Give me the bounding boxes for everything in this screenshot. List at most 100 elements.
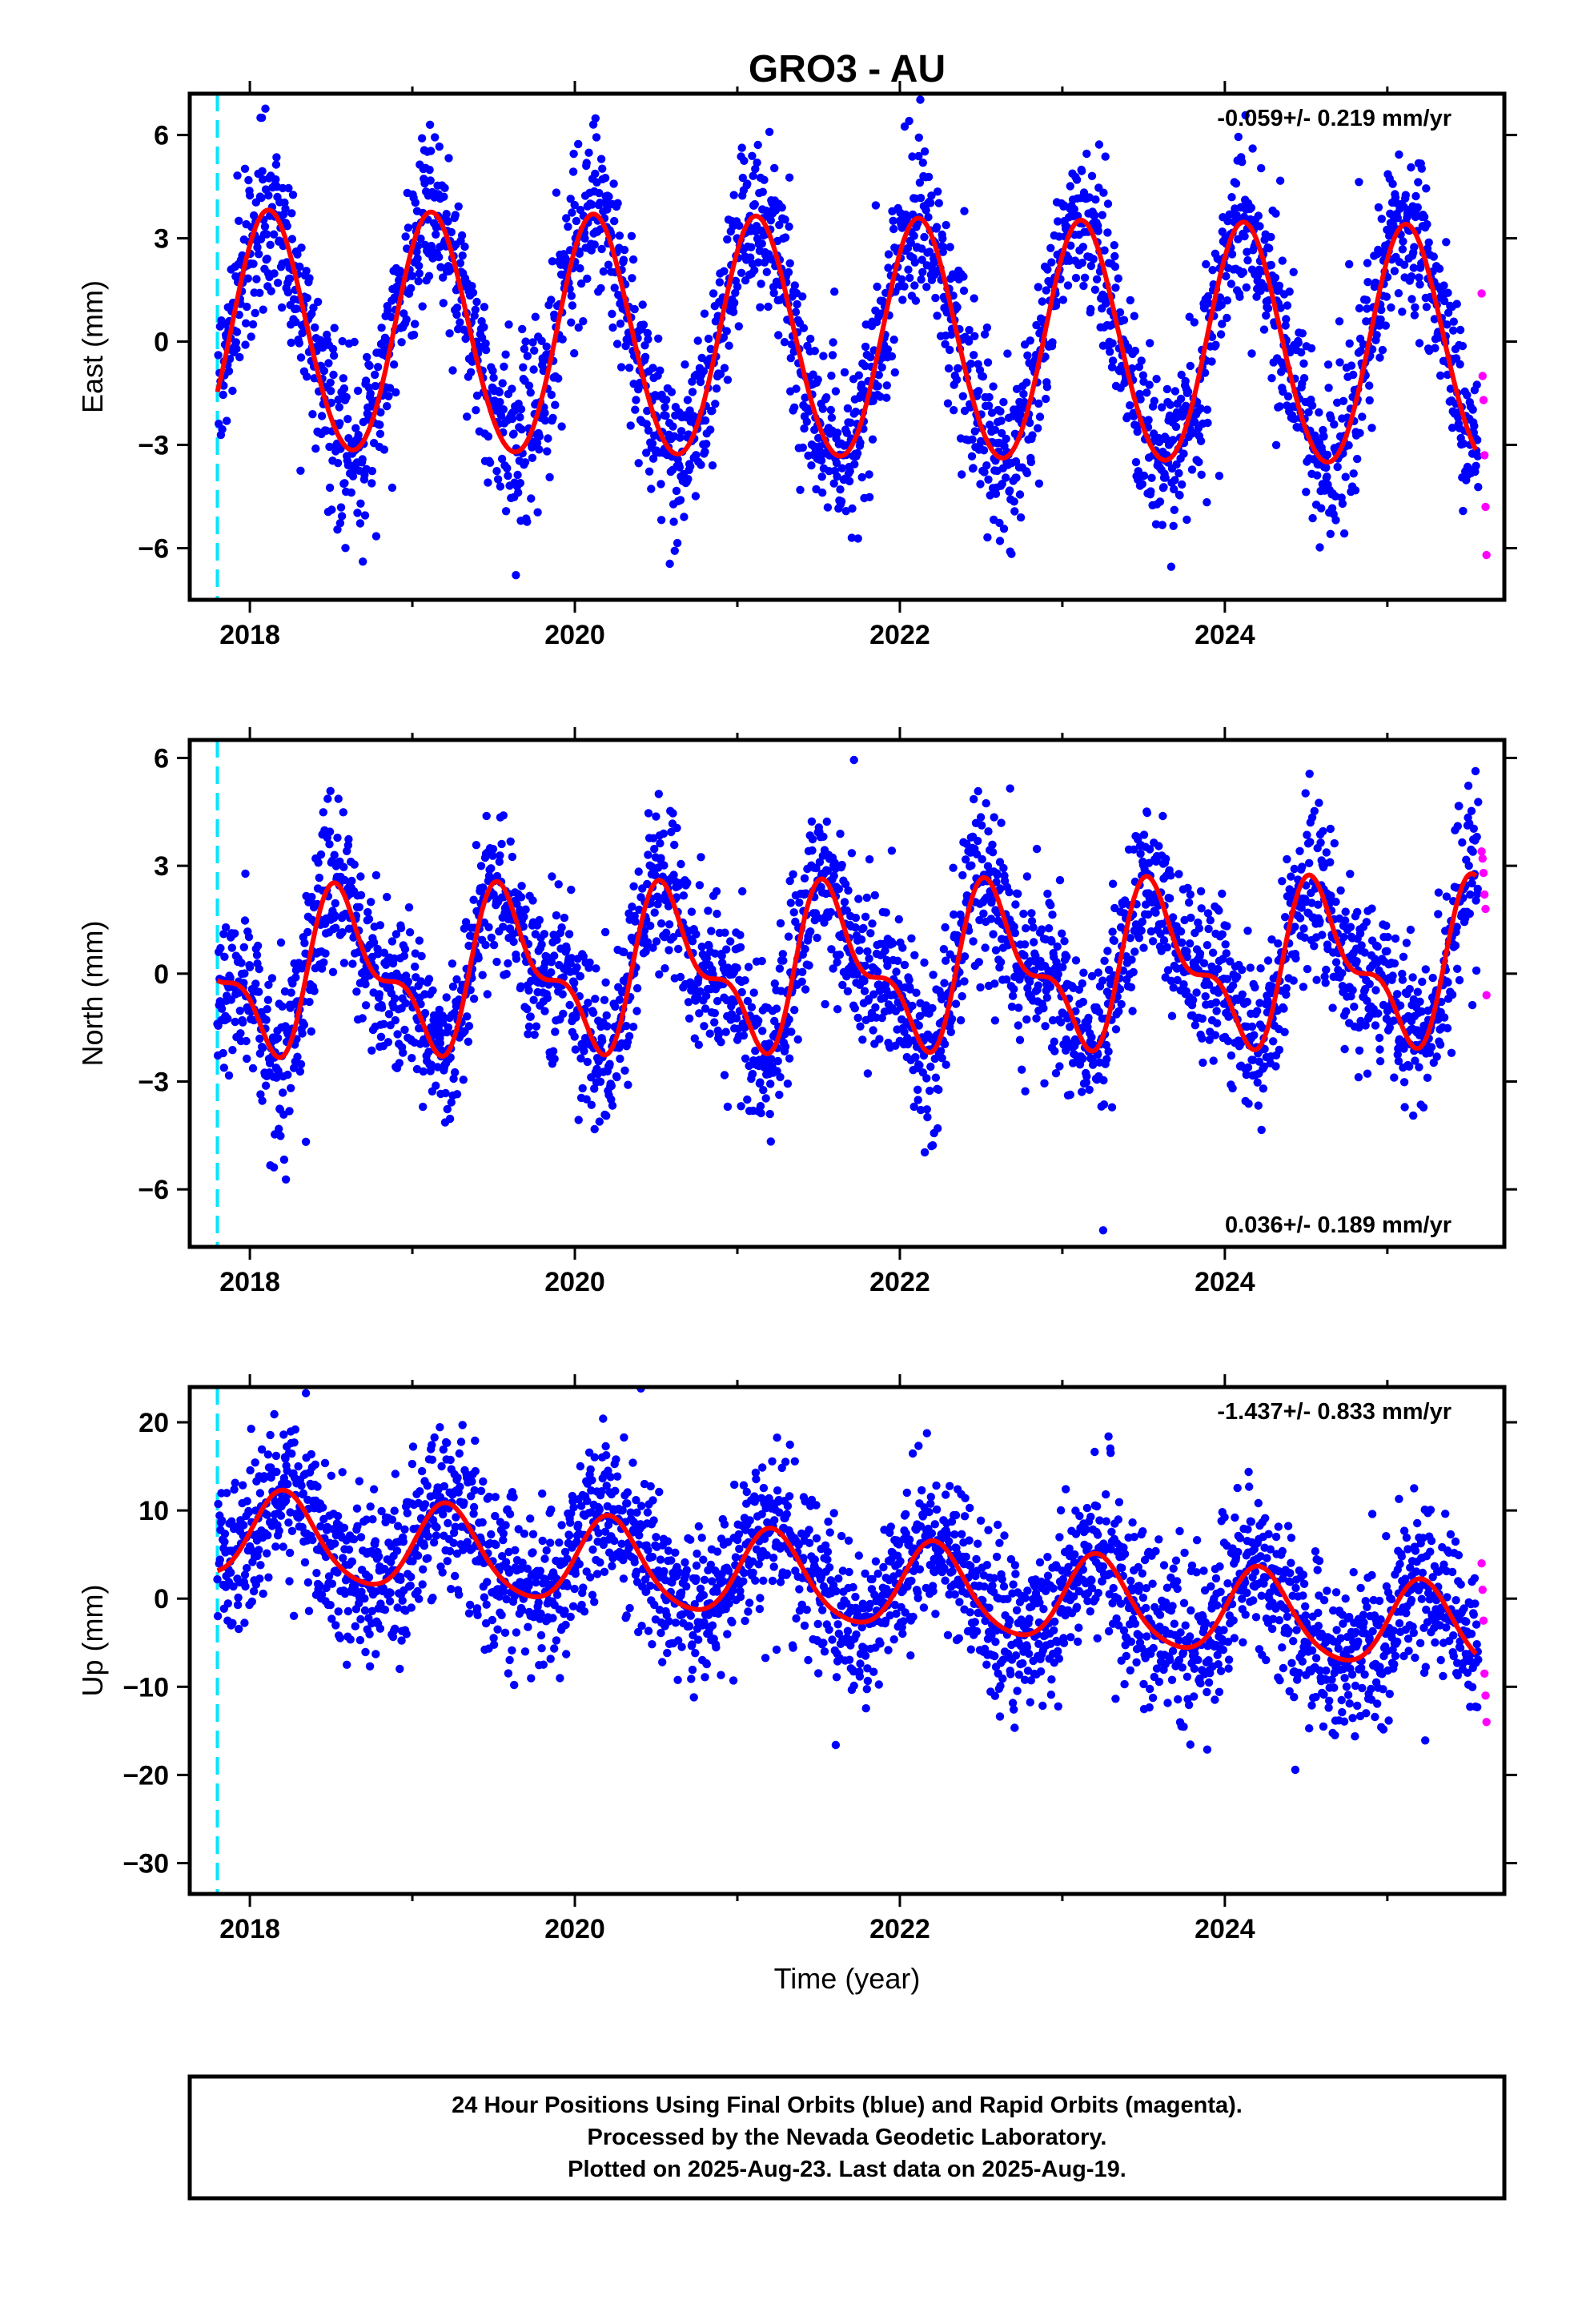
- final-orbit-point: [1078, 997, 1088, 1007]
- final-orbit-point: [414, 277, 423, 286]
- final-orbit-point: [576, 263, 584, 273]
- final-orbit-point: [1335, 317, 1344, 326]
- final-orbit-point: [408, 271, 417, 280]
- final-orbit-point: [1195, 457, 1203, 467]
- rapid-orbit-points: [1477, 289, 1491, 560]
- final-orbit-point: [1223, 922, 1231, 931]
- final-orbit-point: [1127, 955, 1136, 964]
- final-orbit-point: [396, 923, 406, 933]
- final-orbit-point: [342, 392, 351, 402]
- final-orbit-point: [1387, 303, 1395, 312]
- final-orbit-point: [499, 405, 508, 414]
- final-orbit-point: [432, 1081, 440, 1090]
- final-orbit-point: [495, 857, 504, 866]
- final-orbit-point: [781, 1042, 790, 1051]
- final-orbit-point: [1170, 505, 1179, 514]
- final-orbit-point: [758, 1027, 767, 1035]
- final-orbit-point: [843, 404, 853, 413]
- final-orbit-point: [1168, 436, 1178, 444]
- final-orbit-point: [426, 176, 435, 185]
- final-orbit-point: [634, 459, 643, 468]
- final-orbit-point: [1456, 360, 1464, 369]
- final-orbit-point: [597, 244, 606, 254]
- final-orbit-point: [741, 976, 749, 985]
- final-orbit-point: [765, 1109, 774, 1119]
- final-orbit-point: [970, 427, 980, 436]
- final-orbit-point: [1178, 938, 1186, 947]
- final-orbit-point: [471, 305, 480, 314]
- final-orbit-point: [1030, 938, 1038, 947]
- final-orbit-point: [833, 1005, 842, 1014]
- final-orbit-point: [452, 975, 461, 984]
- final-orbit-point: [261, 1081, 271, 1090]
- final-orbit-point: [319, 808, 327, 817]
- final-orbit-point: [706, 425, 715, 434]
- final-orbit-point: [1029, 923, 1038, 932]
- final-orbit-point: [1098, 1226, 1108, 1235]
- final-orbit-point: [1227, 279, 1236, 288]
- final-orbit-point: [1473, 452, 1483, 460]
- final-orbit-point: [960, 977, 969, 986]
- final-orbit-point: [829, 871, 838, 880]
- final-orbit-point: [915, 178, 925, 187]
- final-orbit-point: [996, 958, 1006, 967]
- final-orbit-point: [305, 274, 314, 283]
- final-orbit-point: [627, 231, 636, 240]
- y-tick-label: 6: [154, 121, 169, 151]
- final-orbit-point: [610, 283, 619, 292]
- final-orbit-point: [1107, 1103, 1117, 1112]
- final-orbit-point: [489, 940, 499, 950]
- final-orbit-point: [719, 333, 729, 342]
- final-orbit-point: [579, 317, 588, 326]
- final-orbit-point: [917, 244, 926, 253]
- final-orbit-point: [917, 255, 926, 264]
- final-orbit-point: [704, 907, 713, 915]
- final-orbit-point: [1211, 340, 1220, 349]
- final-orbit-point: [395, 1059, 404, 1068]
- final-orbit-point: [447, 227, 456, 237]
- final-orbit-point: [296, 1059, 306, 1069]
- final-orbit-point: [669, 422, 677, 431]
- final-orbit-point: [989, 382, 998, 391]
- final-orbit-point: [889, 224, 898, 234]
- final-orbit-point: [712, 887, 721, 896]
- final-orbit-point: [1011, 900, 1020, 909]
- final-orbit-point: [1227, 1051, 1236, 1060]
- final-orbit-point: [1240, 231, 1249, 241]
- final-orbit-point: [676, 433, 685, 442]
- final-orbit-point: [1166, 562, 1176, 571]
- final-orbit-point: [866, 929, 875, 938]
- final-orbit-point: [602, 1011, 611, 1020]
- final-orbit-point: [1035, 412, 1045, 421]
- final-orbit-point: [347, 876, 356, 886]
- final-orbit-point: [1459, 439, 1468, 448]
- final-orbit-point: [776, 1072, 785, 1082]
- final-orbit-point: [786, 899, 795, 907]
- final-orbit-point: [648, 364, 657, 372]
- final-orbit-point: [1192, 988, 1201, 997]
- final-orbit-point: [1458, 341, 1468, 351]
- final-orbit-point: [656, 480, 665, 489]
- final-orbit-point: [936, 1047, 946, 1055]
- final-orbit-point: [461, 918, 471, 927]
- final-orbit-point: [328, 344, 338, 353]
- final-orbit-point: [1308, 513, 1317, 523]
- final-orbit-point: [319, 958, 328, 967]
- final-orbit-point: [1127, 364, 1137, 373]
- final-orbit-point: [1133, 427, 1142, 436]
- final-orbit-point: [1244, 1100, 1253, 1108]
- final-orbit-point: [923, 1112, 932, 1122]
- final-orbit-point: [939, 243, 948, 251]
- final-orbit-point: [337, 512, 347, 521]
- final-orbit-point: [648, 943, 657, 952]
- final-orbit-point: [910, 951, 919, 960]
- final-orbit-point: [934, 187, 942, 196]
- final-orbit-point: [665, 946, 673, 955]
- final-orbit-point: [988, 840, 997, 850]
- final-orbit-point: [1413, 203, 1423, 212]
- final-orbit-point: [697, 853, 705, 862]
- final-orbit-point: [916, 95, 925, 104]
- final-orbit-point: [326, 786, 335, 795]
- final-orbit-point: [319, 366, 329, 376]
- final-orbit-point: [251, 979, 260, 988]
